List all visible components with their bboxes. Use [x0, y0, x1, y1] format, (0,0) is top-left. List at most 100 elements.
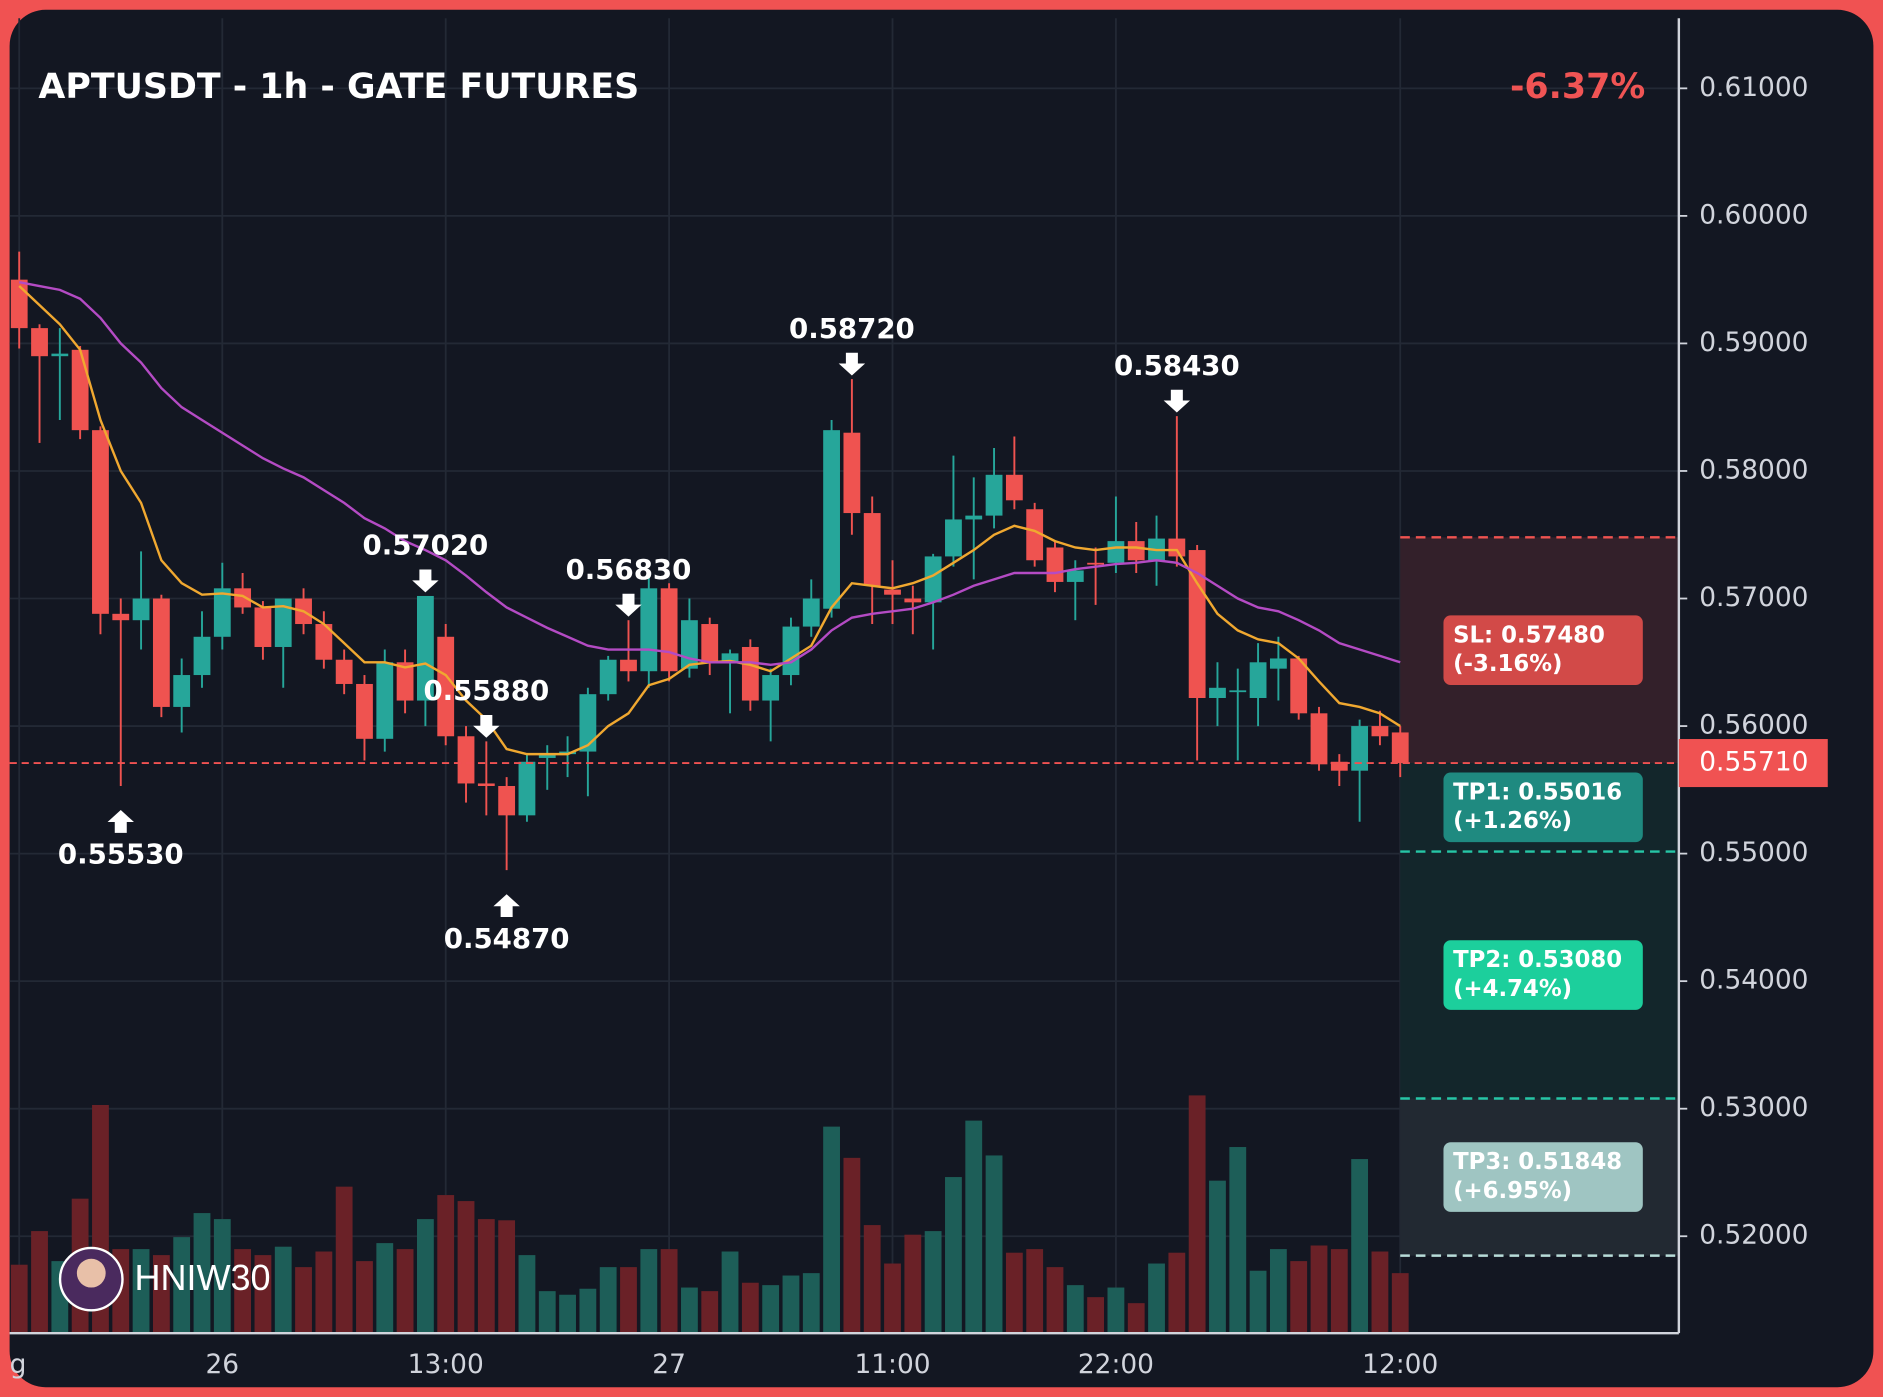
pivot-label: 0.55880	[423, 674, 549, 707]
volume-bar	[721, 1251, 739, 1334]
candle-body	[10, 279, 28, 329]
level-box	[1443, 772, 1643, 843]
candle-body	[356, 683, 373, 739]
candle-body	[396, 662, 414, 701]
y-tick-label: 0.61000	[1699, 72, 1808, 103]
candle-body	[132, 598, 150, 621]
volume-bar	[132, 1249, 150, 1334]
volume-bar	[965, 1120, 983, 1334]
volume-bar	[1351, 1159, 1369, 1334]
volume-bar	[396, 1249, 414, 1334]
pivot-label: 0.58430	[1114, 349, 1240, 382]
x-tick-label: 27	[652, 1349, 686, 1380]
y-tick-label: 0.57000	[1699, 582, 1808, 613]
volume-bar	[843, 1157, 861, 1334]
candle-body	[762, 675, 780, 701]
volume-bar	[823, 1126, 840, 1334]
volume-bar	[945, 1177, 962, 1334]
candle-body	[1127, 541, 1145, 561]
level-label: SL: 0.57480	[1453, 622, 1605, 648]
candle-body	[904, 598, 922, 603]
y-tick-label: 0.55000	[1699, 837, 1808, 868]
volume-bar	[1209, 1180, 1226, 1334]
y-tick-label: 0.52000	[1699, 1220, 1808, 1251]
volume-bar	[1127, 1303, 1145, 1334]
avatar-face	[76, 1258, 106, 1288]
volume-bar	[579, 1288, 597, 1334]
candle-body	[640, 588, 658, 672]
volume-bar	[802, 1273, 820, 1334]
moving-average	[18, 281, 1401, 667]
x-tick-label: 13:00	[408, 1349, 484, 1380]
candle-body	[437, 636, 455, 737]
volume-bar	[1188, 1095, 1206, 1334]
candle-body	[1310, 713, 1328, 765]
candle-body	[1351, 726, 1369, 771]
pivot-arrow	[493, 894, 520, 918]
candle-body	[1371, 726, 1389, 737]
volume-bar	[762, 1285, 780, 1334]
candle-body	[924, 556, 942, 603]
candle-body	[701, 624, 719, 663]
volume-bar	[416, 1219, 434, 1334]
candle-body	[213, 588, 231, 637]
candle-body	[335, 659, 353, 684]
candle-body	[1107, 541, 1125, 563]
pivot-label: 0.54870	[444, 922, 570, 955]
candle-body	[620, 659, 637, 672]
level-label: TP1: 0.55016	[1453, 779, 1622, 805]
level-label: TP2: 0.53080	[1453, 947, 1622, 973]
volume-bar	[884, 1263, 901, 1334]
plot-layer: SL: 0.57480 (-3.16%) TP1: 0.55016 (+1.26%) T…	[9, 18, 1679, 1334]
candle-body	[1269, 658, 1287, 669]
candle-body	[1005, 474, 1023, 501]
volume-bar	[31, 1231, 48, 1334]
candle-body	[782, 626, 800, 676]
volume-bar	[295, 1267, 312, 1334]
candle-body	[518, 761, 536, 816]
volume-bar	[620, 1267, 637, 1334]
volume-bar	[498, 1220, 516, 1334]
volume-bar	[782, 1275, 800, 1334]
volume-bar	[741, 1282, 759, 1334]
volume-bar	[599, 1267, 617, 1334]
candle-body	[193, 636, 211, 676]
volume-bar	[10, 1264, 28, 1334]
volume-bar	[173, 1237, 191, 1334]
x-tick-label: 22:00	[1078, 1349, 1154, 1380]
volume-bar	[1310, 1245, 1328, 1334]
volume-bar	[315, 1251, 333, 1334]
y-tick-label: 0.58000	[1699, 454, 1808, 485]
volume-bar	[1046, 1267, 1064, 1334]
candle-body	[1046, 547, 1064, 582]
pivot-label: 0.58720	[789, 312, 915, 345]
candle-body	[1026, 509, 1044, 561]
level-box	[1443, 1142, 1643, 1212]
pivot-arrow	[1163, 389, 1191, 413]
volume-bar	[1371, 1251, 1389, 1334]
candle-body	[660, 588, 678, 672]
level-change: (+1.26%)	[1453, 808, 1572, 834]
candle-body	[1168, 538, 1186, 557]
pivot-arrow	[615, 593, 642, 617]
volume-bar	[457, 1201, 475, 1334]
candle-body	[1188, 550, 1206, 699]
candle-body	[1087, 562, 1105, 565]
volume-bar	[1249, 1270, 1267, 1334]
candle-body	[1249, 662, 1267, 699]
level-change: (+6.95%)	[1453, 1178, 1572, 1204]
volume-bar	[376, 1243, 394, 1334]
candle-body	[457, 736, 475, 784]
volume-bar	[1087, 1297, 1105, 1334]
last-price-box	[1678, 739, 1828, 788]
level-label: TP3: 0.51848	[1453, 1149, 1622, 1175]
candle-body	[721, 653, 739, 663]
x-tick-label: 12:00	[1362, 1349, 1438, 1380]
volume-bar	[477, 1219, 495, 1334]
candle-body	[1066, 570, 1084, 582]
volume-bar	[640, 1249, 658, 1334]
candle-body	[92, 430, 109, 614]
volume-bar	[1290, 1261, 1308, 1334]
volume-bar	[924, 1231, 942, 1334]
candle-body	[823, 430, 840, 609]
